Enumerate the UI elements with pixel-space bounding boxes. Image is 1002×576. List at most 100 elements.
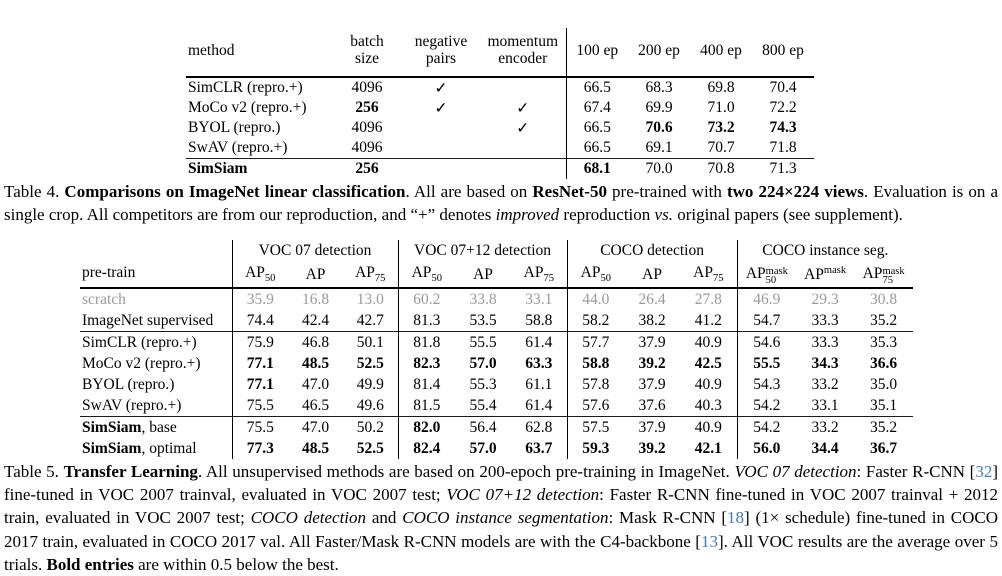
table5-row: SwAV (repro.+) 75.5 46.5 49.6 81.5 55.4 61.4 57…	[80, 395, 913, 417]
ap-value-cell: 54.7	[736, 310, 797, 332]
ap-value-cell: 30.8	[870, 290, 898, 308]
ap-value-cell: 54.3	[736, 374, 797, 395]
caption-segment: . All unsupervised methods are based on …	[197, 462, 735, 481]
caption-segment: ResNet-50	[532, 182, 607, 201]
caption-segment: pre-trained with	[606, 182, 727, 201]
ap-value-cell: 49.9	[356, 375, 384, 393]
ap-value-cell: 52.5	[356, 439, 384, 457]
table5-row: MoCo v2 (repro.+) 77.1 48.5 52.5 82.3 57.0 63.…	[80, 353, 913, 374]
ap-value-cell: 75.9	[231, 331, 288, 353]
table5-metric-header-row: AP50 AP AP75 AP50 AP AP75 AP50 AP AP75 AP mask 50 AP…	[80, 262, 914, 289]
accuracy-cell: 68.3	[645, 79, 673, 96]
citation-link[interactable]: 32	[975, 462, 993, 481]
pretrain-cell: MoCo v2 (repro.+)	[80, 353, 232, 374]
ap-value-cell: 55.5	[455, 331, 512, 353]
ap-value-cell: 33.3	[811, 311, 839, 329]
column-header-ap: AP75	[511, 262, 568, 289]
table4-row: SimSiam 256 68.1 70.0 70.8 71.3	[186, 158, 814, 179]
ap-value-cell: 58.8	[566, 353, 625, 374]
ap-value-cell: 40.3	[694, 396, 722, 414]
ap-value-cell: 48.5	[301, 354, 330, 372]
ap-value-cell: 37.9	[638, 375, 666, 393]
momentum-encoder-cell-empty	[480, 158, 566, 179]
ap-value-cell: 37.9	[624, 331, 681, 353]
ap-value-cell: 57.0	[469, 439, 497, 457]
ap-value-cell: 55.5	[736, 353, 797, 374]
row-label-text: SimCLR (repro.+)	[82, 333, 197, 351]
method-cell: SwAV (repro.+)	[186, 138, 332, 159]
ap-value-cell: 61.4	[525, 396, 553, 414]
caption-segment: reproduction	[559, 205, 655, 225]
ap-value-cell: 46.8	[288, 331, 343, 353]
ap-value-cell: 52.5	[356, 354, 384, 372]
caption-segment: original papers (see supplement).	[672, 205, 903, 225]
table5-grid: pre-train VOC 07 detection VOC 07+12 detec…	[80, 240, 914, 459]
caption-segment: ] fine-tuned in VOC 2007 trainval, evalu…	[4, 462, 999, 505]
ap-value-cell: 50.1	[343, 331, 399, 353]
accuracy-cell: 74.3	[769, 119, 797, 136]
accuracy-cell: 69.8	[707, 79, 735, 96]
batch-size-cell: 256	[355, 99, 379, 116]
caption-segment: : Mask R-CNN [	[608, 508, 727, 528]
ap-value-cell: 82.3	[397, 353, 456, 374]
ap-value-cell: 54.6	[736, 331, 797, 353]
row-label-text: BYOL (repro.)	[188, 119, 281, 136]
caption-segment: Table 5.	[4, 462, 64, 481]
column-header-ap: AP	[624, 262, 681, 289]
accuracy-cell: 69.1	[645, 139, 673, 156]
accuracy-cell: 66.5	[565, 118, 628, 138]
ap-value-cell: 57.6	[566, 395, 625, 417]
caption-segment: Transfer Learning	[63, 462, 198, 481]
ap-value-cell: 40.9	[694, 375, 722, 393]
row-label-text: MoCo v2 (repro.+)	[82, 354, 201, 372]
caption-segment: Bold entries	[46, 554, 134, 574]
caption-segment: ] (1× schedule) fine-tuned in COCO 2017 …	[4, 508, 999, 551]
citation-link[interactable]: 13	[700, 531, 718, 551]
caption-segment: VOC 07 detection	[734, 462, 857, 481]
accuracy-cell: 70.7	[707, 139, 735, 156]
ap-value-cell: 16.8	[301, 290, 330, 308]
ap-value-cell: 58.8	[525, 311, 553, 329]
ap-value-cell: 57.8	[566, 374, 625, 395]
column-header-pretrain: pre-train	[80, 240, 232, 289]
table4-row: SwAV (repro.+) 4096 66.5 69.1 70.7 71.8	[186, 138, 814, 159]
ap-value-cell: 35.2	[854, 416, 914, 438]
row-label-text: , base	[141, 418, 177, 436]
table5-row: scratch 35.9 16.8 13.0 60.2 33.8 33.1 44.0 26.4 2…	[80, 288, 913, 310]
ap-value-cell: 42.4	[301, 311, 330, 329]
table4-grid: method batch size negative pairs momentum enco…	[186, 28, 814, 179]
row-label-text: SimCLR (repro.+)	[188, 79, 303, 96]
caption-segment: vs.	[654, 205, 673, 225]
imagenet-linear-classification-table: method batch size negative pairs momentum enco…	[186, 28, 814, 179]
accuracy-cell: 71.0	[707, 99, 735, 116]
column-header-ap: AP75	[343, 262, 399, 289]
checkmark-icon: ✓	[516, 119, 530, 137]
table5-group-header-row: pre-train VOC 07 detection VOC 07+12 detec…	[80, 240, 914, 289]
pretrain-cell: SwAV (repro.+)	[80, 395, 232, 417]
table5-row: ImageNet supervised 74.4 42.4 42.7 81.3 53.5 5…	[80, 310, 913, 332]
row-label-text: SimSiam	[82, 439, 142, 457]
pretrain-cell: scratch	[80, 288, 232, 310]
citation-link[interactable]: 18	[727, 508, 744, 528]
ap-value-cell: 47.0	[288, 416, 343, 438]
caption-segment: : Faster R-CNN fine-tuned in VOC 2007 tr…	[4, 485, 999, 528]
method-cell: SimSiam	[186, 158, 332, 179]
ap-value-cell: 33.8	[469, 290, 497, 308]
row-label-text: MoCo v2 (repro.+)	[188, 99, 307, 116]
column-header-ap: AP50	[231, 262, 288, 289]
ap-value-cell: 81.8	[397, 331, 456, 353]
ap-value-cell: 36.6	[870, 354, 898, 372]
table5-row: SimSiam, base 75.5 47.0 50.2 82.0 56.4 62.8 57.…	[80, 416, 914, 438]
ap-value-cell: 82.0	[397, 416, 456, 438]
accuracy-cell: 67.4	[565, 98, 628, 118]
batch-size-cell: 4096	[351, 119, 383, 136]
accuracy-cell: 70.4	[769, 79, 797, 96]
ap-value-cell: 63.7	[525, 439, 553, 457]
ap-value-cell: 35.1	[870, 396, 898, 414]
group-header: VOC 07 detection	[231, 240, 399, 262]
pretrain-cell: SimCLR (repro.+)	[80, 331, 232, 353]
ap-value-cell: 75.5	[231, 416, 288, 438]
row-label-text: SimSiam	[188, 160, 248, 177]
accuracy-cell: 73.2	[707, 119, 735, 136]
ap-value-cell: 27.8	[694, 290, 722, 308]
